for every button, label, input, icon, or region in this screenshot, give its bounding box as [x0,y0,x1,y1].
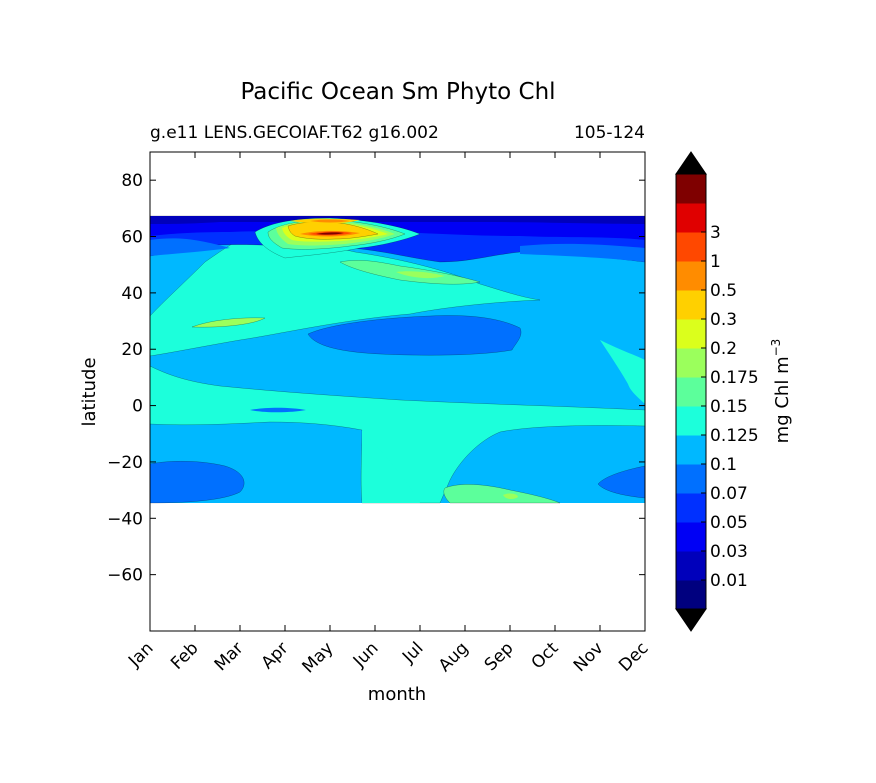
contour-east-notch [520,243,645,262]
y-tick-label: −20 [107,453,143,473]
x-tick-label: Mar [211,638,248,675]
y-tick-label: 60 [121,228,143,248]
colorbar-segment [676,348,706,378]
y-tick-label: 40 [121,284,143,304]
colorbar-tick-label: 0.2 [710,339,737,359]
colorbar-segment [676,551,706,581]
x-tick-label: Nov [570,638,608,676]
contour-summer-tail-core [396,271,445,279]
x-tick-label: Dec [615,638,652,675]
colorbar-tick-label: 0.07 [710,484,748,504]
colorbar-segment [676,232,706,262]
y-axis-ticks: 80 60 40 20 0 −20 −40 −60 [107,171,645,586]
colorbar-tick-label: 0.01 [710,571,748,591]
x-axis-label: month [368,684,426,705]
y-tick-label: 80 [121,171,143,191]
colorbar-segment [676,290,706,320]
contour-southeast-minimum [597,465,645,499]
x-tick-label: Jan [124,638,157,671]
contour-south-green [443,484,561,504]
colorbar-frame [675,173,707,610]
contour-subtropical-minimum [307,315,522,356]
colorbar-segment [676,261,706,291]
colorbar-tick-label: 0.1 [710,455,737,475]
y-tick-label: −60 [107,566,143,586]
x-tick-label: Jun [349,638,383,672]
colorbar-tick-label: 0.175 [710,368,759,388]
colorbar-segment [676,522,706,552]
plot-frame [149,151,646,632]
x-tick-label: May [299,638,338,677]
x-tick-label: Apr [258,638,293,673]
contour-bloom-core [316,232,344,235]
x-tick-label: Oct [528,638,563,673]
y-axis-label: latitude [79,357,100,426]
chart-title: Pacific Ocean Sm Phyto Chl [240,79,555,105]
colorbar-segment [676,464,706,494]
colorbar-segment [676,580,706,610]
colorbar-tick-label: 0.03 [710,542,748,562]
colorbar-segment [676,493,706,523]
y-tick-label: 0 [132,397,143,417]
contour-south-green-core [503,493,518,500]
colorbar-tick-label: 0.15 [710,397,748,417]
colorbar-label-sup: −3 [769,339,783,357]
contour-west-notch [150,238,230,256]
colorbar: 0.01 0.03 0.05 0.07 0.1 0.125 0.15 0.175 0.2 0.3 0… [675,151,759,632]
colorbar-extend-bottom [675,608,707,632]
subtitle-left: g.e11 LENS.GECOIAF.T62 g16.002 [150,123,439,143]
contour-north-green [191,317,266,328]
contour-southwest-minimum [150,461,245,504]
colorbar-segment [676,377,706,407]
colorbar-tick-label: 1 [710,252,721,272]
contour-equatorial-south [362,430,420,503]
contour-equatorial-band [150,365,645,504]
y-tick-label: −40 [107,509,143,529]
colorbar-tick-label: 3 [710,223,721,243]
colorbar-segment [676,319,706,349]
colorbar-extend-top [675,151,707,175]
colorbar-label: mg Chl m−3 [769,339,793,444]
colorbar-tick-label: 0.125 [710,426,759,446]
subtitle-right: 105-124 [574,123,645,143]
colorbar-segment [676,435,706,465]
colorbar-tick-label: 0.05 [710,513,748,533]
colorbar-segment [676,203,706,233]
contour-east-edge [600,340,645,404]
colorbar-tick-label: 0.3 [710,310,737,330]
colorbar-tick-label: 0.5 [710,281,737,301]
x-tick-label: Aug [435,638,473,676]
x-tick-label: Jul [398,638,427,667]
y-tick-label: 20 [121,340,143,360]
contour-equatorial-sliver [250,407,306,413]
colorbar-segment [676,406,706,436]
contour-field [150,215,645,504]
x-tick-label: Sep [481,638,518,675]
x-tick-label: Feb [167,638,202,673]
contour-highlat-navy [150,216,645,224]
colorbar-label-text: mg Chl m [772,356,793,443]
contour-bloom-upper-core [310,219,350,223]
colorbar-segment [676,174,706,204]
